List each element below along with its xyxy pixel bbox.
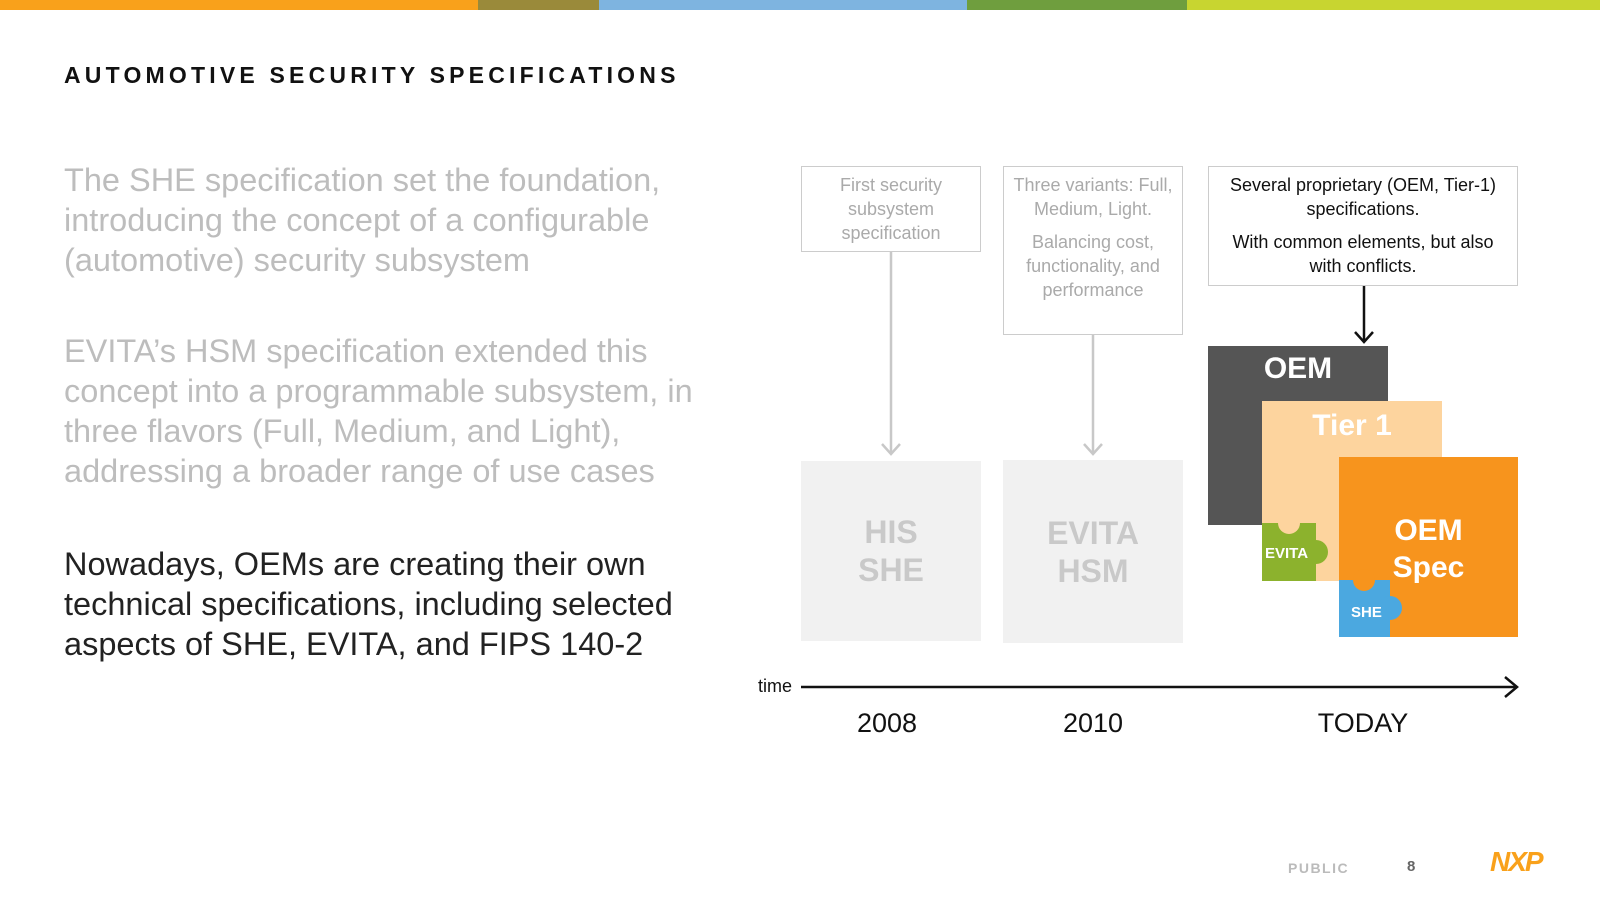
paragraph: Nowadays, OEMs are creating their own te… [64, 546, 673, 662]
spec-box: EVITA HSM [1003, 460, 1183, 643]
piece-label: EVITA [1265, 545, 1309, 562]
top-bar [0, 0, 1600, 10]
note: Several proprietary (OEM, Tier-1) specif… [1208, 166, 1518, 286]
note-text: First security subsystem specification [839, 175, 942, 243]
note-text: With common elements, but also with conf… [1232, 232, 1494, 276]
note: First security subsystem specification [801, 166, 981, 252]
block-label: OEM Spec [1339, 512, 1518, 586]
piece-label: SHE [1351, 604, 1382, 621]
note-text: Three variants: Full, Medium, Light. [1013, 175, 1173, 219]
box-text: EVITA [1047, 514, 1139, 551]
axis-label: time [758, 676, 793, 696]
block-text: Spec [1392, 551, 1465, 584]
box-text: HIS [864, 514, 918, 550]
paragraph: The SHE specification set the foundation… [64, 162, 661, 278]
block-label: Tier 1 [1312, 409, 1392, 442]
box-text: SHE [858, 552, 924, 588]
paragraph: EVITA’s HSM specification extended this … [64, 333, 693, 489]
box-text: HSM [1057, 552, 1129, 589]
block-label: OEM [1263, 352, 1333, 385]
page-number: 8 [1407, 858, 1416, 875]
note-text: Several proprietary (OEM, Tier-1) specif… [1229, 175, 1497, 219]
title: AUTOMOTIVE SECURITY SPECIFICATIONS [64, 62, 680, 88]
block-text: OEM [1394, 514, 1463, 547]
logo: NXP [1490, 846, 1544, 877]
note: Three variants: Full, Medium, Light. Bala… [1003, 166, 1183, 335]
classification: PUBLIC [1288, 860, 1350, 876]
year: 2008 [856, 708, 918, 738]
note-text: Balancing cost, functionality, and perfo… [1026, 232, 1160, 300]
year: 2010 [1062, 708, 1124, 738]
spec-box: HIS SHE [801, 461, 981, 641]
year: TODAY [1317, 708, 1409, 738]
